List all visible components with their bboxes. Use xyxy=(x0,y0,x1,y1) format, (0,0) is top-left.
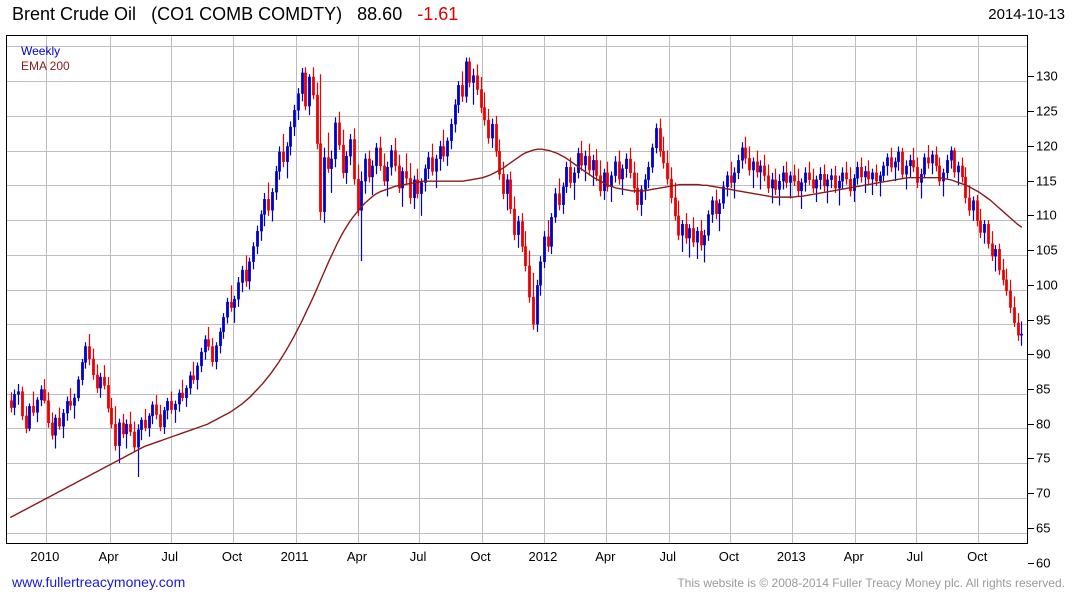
y-tick-label: 110 xyxy=(1036,207,1057,223)
x-tick-label: 2011 xyxy=(280,549,309,564)
y-tick-label: 85 xyxy=(1036,381,1051,397)
x-tick-label: Jul xyxy=(161,549,179,564)
y-tick-mark xyxy=(1028,319,1034,321)
y-tick-mark xyxy=(1028,388,1034,390)
y-tick-label: 120 xyxy=(1036,138,1058,154)
copyright-notice: This website is © 2008-2014 Fuller Treac… xyxy=(677,576,1065,590)
y-tick-mark xyxy=(1028,284,1034,286)
instrument-name: Brent Crude Oil xyxy=(12,4,137,24)
y-tick-label: 60 xyxy=(1036,555,1051,571)
y-tick-label: 75 xyxy=(1036,450,1051,466)
y-tick-label: 115 xyxy=(1036,173,1057,189)
y-tick-label: 95 xyxy=(1036,312,1051,327)
y-tick-mark xyxy=(1028,493,1034,495)
x-tick-label: 2010 xyxy=(30,549,60,564)
x-tick-label: 2013 xyxy=(776,549,806,564)
y-tick-label: 70 xyxy=(1036,485,1051,501)
page-title: Brent Crude Oil (CO1 COMB COMDTY) 88.60 … xyxy=(12,4,458,25)
y-tick-label: 80 xyxy=(1036,416,1051,432)
x-tick-label: Apr xyxy=(595,549,616,564)
chart-area: Weekly EMA 200 130 125 120 115 110 105 100 95 90… xyxy=(0,30,1075,570)
y-tick-mark xyxy=(1028,423,1034,425)
x-tick-label: Apr xyxy=(843,549,864,564)
y-tick-mark xyxy=(1028,76,1034,78)
x-tick-label: Apr xyxy=(98,549,119,564)
chart-footer: www.fullertreacymoney.com This website i… xyxy=(0,572,1075,598)
y-tick-mark xyxy=(1028,145,1034,147)
last-price: 88.60 xyxy=(357,4,403,24)
y-tick-label: 105 xyxy=(1036,242,1058,258)
y-tick-mark xyxy=(1028,180,1034,182)
y-tick-label: 90 xyxy=(1036,346,1051,362)
x-tick-label: Oct xyxy=(967,549,988,564)
x-tick-label: Oct xyxy=(221,549,243,564)
price-change: -1.61 xyxy=(417,4,459,24)
y-tick-label: 130 xyxy=(1036,68,1058,84)
y-tick-mark xyxy=(1028,458,1034,460)
y-tick-mark xyxy=(1028,111,1034,113)
ticker-symbol: (CO1 COMB COMDTY) xyxy=(151,4,343,24)
x-tick-label: Jul xyxy=(659,549,677,564)
x-tick-label: Jul xyxy=(906,549,924,564)
x-tick-label: Oct xyxy=(718,549,739,564)
y-tick-mark xyxy=(1028,527,1034,529)
x-tick-label: Oct xyxy=(470,549,491,564)
x-tick-label: 2012 xyxy=(528,549,558,564)
chart-date: 2014-10-13 xyxy=(988,6,1065,23)
candlestick-plot xyxy=(7,36,1027,543)
site-url-link[interactable]: www.fullertreacymoney.com xyxy=(12,574,186,590)
x-tick-label: Jul xyxy=(409,549,427,564)
y-tick-label: 100 xyxy=(1036,277,1058,293)
plot-canvas[interactable]: Weekly EMA 200 xyxy=(6,35,1028,544)
y-tick-mark xyxy=(1028,250,1034,252)
y-axis: 130 125 120 115 110 105 100 95 90 85 80 75 70 65 60 xyxy=(1028,65,1075,574)
y-tick-label: 65 xyxy=(1036,520,1051,536)
y-tick-mark xyxy=(1028,562,1034,564)
y-tick-label: 125 xyxy=(1036,103,1058,119)
y-tick-mark xyxy=(1028,215,1034,217)
y-tick-mark xyxy=(1028,354,1034,356)
chart-header: Brent Crude Oil (CO1 COMB COMDTY) 88.60 … xyxy=(0,0,1075,32)
x-axis: 2010 Apr Jul Oct 2011 Apr Jul Oct 2012 Apr Jul Oct 2… xyxy=(0,545,1075,569)
x-tick-label: Apr xyxy=(346,549,368,564)
